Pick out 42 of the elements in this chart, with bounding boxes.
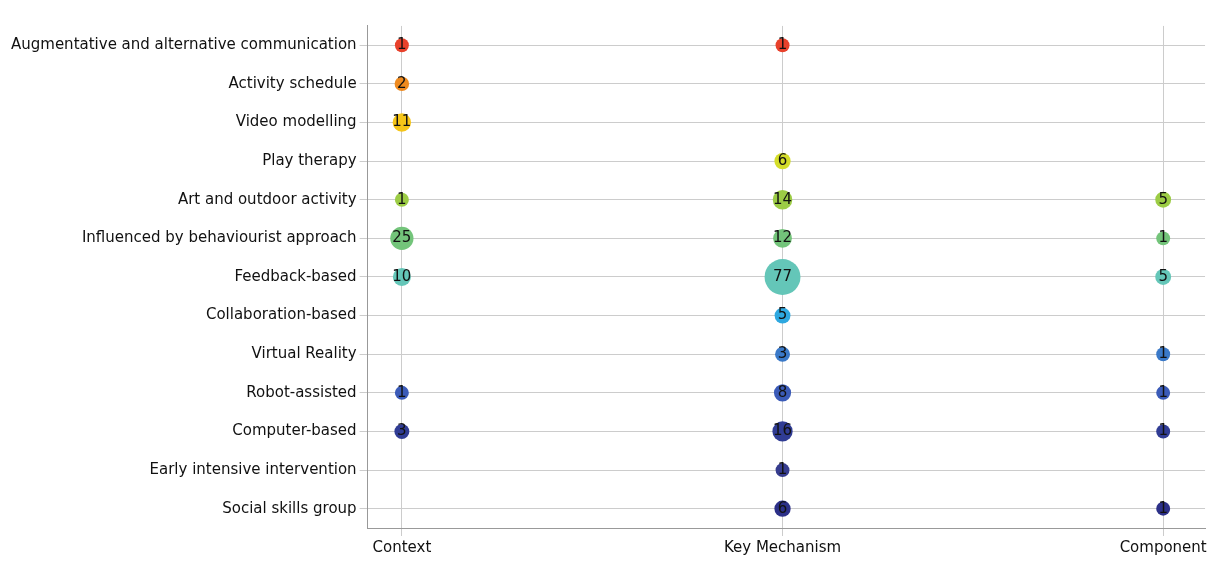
- data-label: 5: [1158, 266, 1168, 285]
- data-label: 1: [1158, 382, 1168, 401]
- x-tick-label: Context: [372, 537, 432, 556]
- y-tick-label: Robot-assisted: [246, 382, 357, 401]
- y-tick-label: Augmentative and alternative communication: [10, 35, 357, 54]
- data-label: 5: [777, 305, 788, 324]
- data-label: 1: [1158, 498, 1168, 517]
- y-tick-label: Activity schedule: [228, 73, 357, 92]
- y-tick-label: Video modelling: [235, 112, 357, 131]
- data-label: 1: [397, 382, 407, 401]
- data-label: 6: [777, 151, 788, 170]
- data-label: 11: [392, 112, 412, 131]
- data-label: 1: [397, 35, 407, 54]
- data-label: 12: [772, 228, 793, 247]
- data-label: 14: [772, 189, 793, 208]
- data-label: 10: [392, 266, 412, 285]
- y-tick-label: Social skills group: [222, 498, 357, 517]
- y-tick-label: Play therapy: [262, 151, 357, 170]
- data-label: 16: [772, 421, 793, 440]
- x-tick-label: Key Mechanism: [723, 537, 842, 556]
- y-tick-label: Early intensive intervention: [149, 459, 357, 478]
- data-label: 1: [777, 459, 788, 478]
- data-label: 8: [777, 382, 788, 401]
- data-label: 25: [392, 228, 412, 247]
- data-label: 1: [1158, 228, 1168, 247]
- data-label: 77: [772, 266, 793, 285]
- data-label: 1: [397, 189, 407, 208]
- y-tick-label: Computer-based: [232, 421, 357, 440]
- y-tick-label: Collaboration-based: [205, 305, 357, 324]
- data-label: 1: [1158, 344, 1168, 363]
- data-label: 3: [777, 344, 788, 363]
- data-label: 2: [397, 73, 407, 92]
- data-label: 3: [397, 421, 407, 440]
- y-tick-label: Influenced by behaviourist approach: [81, 228, 357, 247]
- data-label: 5: [1158, 189, 1168, 208]
- data-label: 6: [777, 498, 788, 517]
- y-tick-label: Virtual Reality: [251, 344, 357, 363]
- x-tick-label: Component: [1119, 537, 1207, 556]
- data-label: 1: [1158, 421, 1168, 440]
- data-label: 1: [777, 35, 788, 54]
- y-tick-label: Feedback-based: [234, 266, 357, 285]
- y-tick-label: Art and outdoor activity: [177, 189, 357, 208]
